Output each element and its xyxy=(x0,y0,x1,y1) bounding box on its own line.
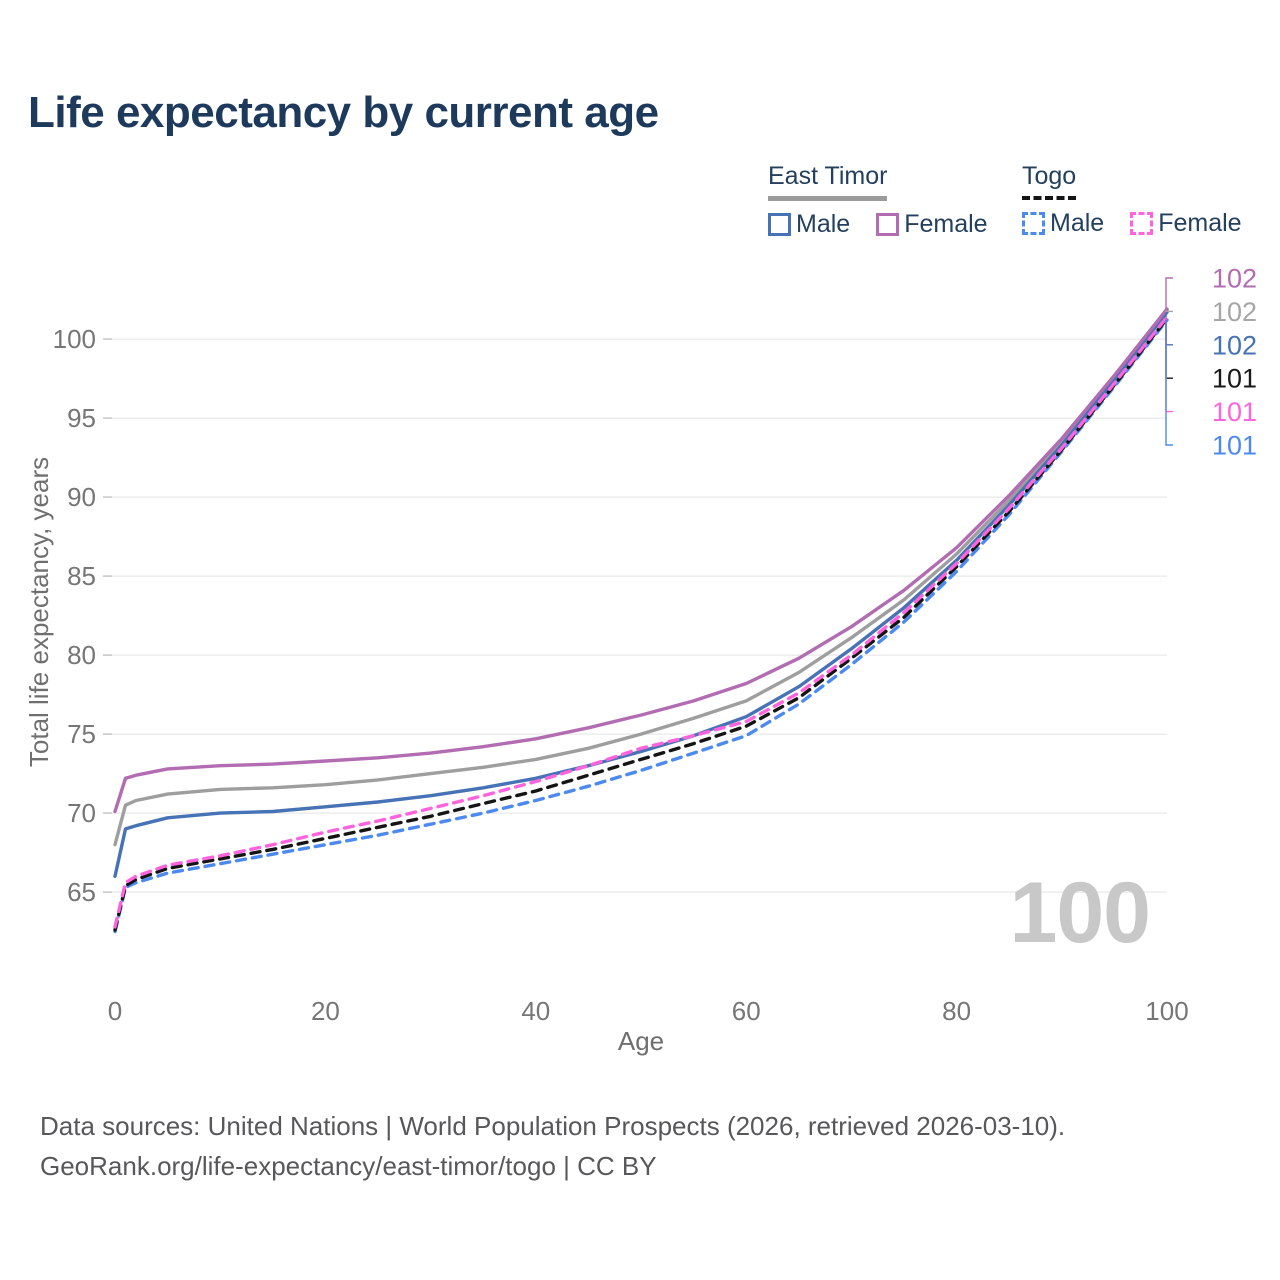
end-label-connector xyxy=(1165,318,1173,379)
east-timor-flag-icon xyxy=(1175,262,1208,295)
y-tick-label: 75 xyxy=(67,719,96,749)
series-line-togo-both-sexes[interactable] xyxy=(113,316,1169,932)
x-tick-label: 80 xyxy=(942,996,971,1026)
legend-item-label: Male xyxy=(796,210,851,238)
end-label-connector xyxy=(1165,317,1173,413)
x-tick-label: 20 xyxy=(311,996,340,1026)
togo-male-swatch-icon xyxy=(1022,212,1045,235)
y-tick-label: 100 xyxy=(53,324,96,354)
east-timor-flag-icon xyxy=(1175,328,1208,361)
end-label-value: 101 xyxy=(1212,431,1257,461)
end-label-value: 102 xyxy=(1212,264,1257,294)
legend-item-label: Female xyxy=(904,210,988,238)
legend-group-east-timor: East Timor Male Female xyxy=(768,162,988,239)
end-label-value: 101 xyxy=(1212,364,1257,394)
series-line-togo-male[interactable] xyxy=(113,318,1169,934)
end-label-value: 101 xyxy=(1212,397,1257,427)
end-label-connector xyxy=(1165,310,1173,313)
legend-item-label: Female xyxy=(1158,209,1242,237)
x-tick-label: 60 xyxy=(732,996,761,1026)
legend-item-label: Male xyxy=(1050,209,1105,237)
east-timor-flag-icon xyxy=(1175,295,1208,328)
end-label-value: 102 xyxy=(1212,330,1257,360)
togo-flag-icon xyxy=(1175,395,1208,428)
east-timor-female-swatch-icon xyxy=(876,213,900,236)
legend-group-title-east-timor[interactable]: East Timor xyxy=(768,162,888,201)
y-tick-label: 95 xyxy=(67,403,96,433)
series-line-togo-female[interactable] xyxy=(113,315,1169,929)
data-sources-text: Data sources: United Nations | World Pop… xyxy=(40,1111,1066,1141)
chart-legend: East Timor Male Female Togo Male xyxy=(768,162,1278,242)
x-tick-label: 40 xyxy=(521,996,550,1026)
legend-item-east-timor-female[interactable]: Female xyxy=(876,210,988,239)
legend-items-east-timor: Male Female xyxy=(768,210,988,239)
age-indicator-watermark: 100 xyxy=(1009,865,1152,961)
togo-flag-icon xyxy=(1175,429,1208,462)
legend-item-togo-male[interactable]: Male xyxy=(1022,209,1104,238)
end-label-connector xyxy=(1165,312,1173,346)
x-axis-title: Age xyxy=(618,1026,664,1056)
end-label-value: 102 xyxy=(1212,297,1257,327)
legend-item-togo-female[interactable]: Female xyxy=(1130,209,1242,238)
end-label-connector xyxy=(1165,320,1173,446)
attribution-link-text[interactable]: GeoRank.org/life-expectancy/east-timor/t… xyxy=(40,1151,657,1181)
y-tick-label: 70 xyxy=(67,798,96,828)
series-line-east-timor-both-sexes[interactable] xyxy=(113,309,1169,847)
togo-flag-icon xyxy=(1175,362,1208,395)
x-tick-label: 0 xyxy=(108,996,122,1026)
y-tick-label: 85 xyxy=(67,561,96,591)
legend-item-east-timor-male[interactable]: Male xyxy=(768,210,850,239)
y-tick-label: 80 xyxy=(67,640,96,670)
legend-group-togo: Togo Male Female xyxy=(1022,162,1242,238)
chart-footer: Data sources: United Nations | World Pop… xyxy=(40,1106,1065,1186)
series-line-east-timor-male[interactable] xyxy=(113,310,1169,878)
y-axis-title: Total life expectancy, years xyxy=(24,457,54,767)
east-timor-male-swatch-icon xyxy=(768,213,791,236)
legend-items-togo: Male Female xyxy=(1022,209,1242,238)
y-tick-label: 90 xyxy=(67,482,96,512)
x-tick-label: 100 xyxy=(1145,996,1188,1026)
end-label-connector xyxy=(1165,277,1173,310)
legend-group-title-togo[interactable]: Togo xyxy=(1022,162,1077,200)
y-tick-label: 65 xyxy=(67,877,96,907)
togo-female-swatch-icon xyxy=(1130,212,1154,235)
series-line-east-timor-female[interactable] xyxy=(113,307,1169,814)
page-title: Life expectancy by current age xyxy=(28,88,659,137)
